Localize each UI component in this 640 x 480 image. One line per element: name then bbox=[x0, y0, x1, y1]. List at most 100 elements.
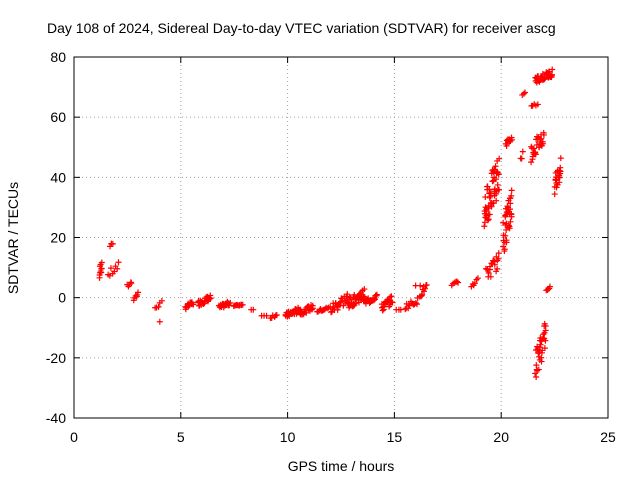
data-point bbox=[492, 176, 499, 183]
data-point bbox=[539, 138, 546, 145]
data-point bbox=[520, 90, 527, 97]
data-point bbox=[495, 171, 502, 178]
data-point bbox=[413, 301, 420, 308]
data-point bbox=[542, 327, 549, 334]
data-point bbox=[506, 206, 513, 213]
data-point bbox=[273, 312, 280, 319]
data-point bbox=[508, 136, 515, 143]
data-point bbox=[185, 302, 192, 309]
data-point bbox=[190, 301, 197, 308]
data-point bbox=[487, 190, 494, 197]
data-point bbox=[419, 291, 426, 298]
data-point bbox=[98, 265, 105, 272]
y-tick-label: 40 bbox=[50, 169, 66, 185]
data-point bbox=[362, 300, 369, 307]
data-point bbox=[481, 223, 488, 230]
x-tick-label: 25 bbox=[600, 429, 616, 445]
data-point bbox=[501, 246, 508, 253]
data-point bbox=[471, 280, 478, 287]
data-point bbox=[519, 148, 526, 155]
data-point bbox=[389, 299, 396, 306]
data-point bbox=[309, 305, 316, 312]
data-point bbox=[485, 270, 492, 277]
data-point bbox=[507, 200, 514, 207]
data-point bbox=[207, 295, 214, 302]
data-point bbox=[486, 263, 493, 270]
data-point bbox=[402, 306, 409, 313]
points-layer bbox=[96, 66, 564, 381]
data-point bbox=[250, 306, 257, 313]
data-point bbox=[107, 265, 114, 272]
data-point bbox=[494, 265, 501, 272]
data-point bbox=[530, 145, 537, 152]
data-point bbox=[496, 186, 503, 193]
y-tick-label: -40 bbox=[46, 410, 66, 426]
data-point bbox=[482, 194, 489, 201]
data-point bbox=[507, 218, 514, 225]
data-point bbox=[412, 299, 419, 306]
data-point bbox=[503, 237, 510, 244]
data-point bbox=[491, 261, 498, 268]
data-point bbox=[135, 289, 142, 296]
data-point bbox=[371, 296, 378, 303]
data-point bbox=[508, 210, 515, 217]
data-point bbox=[506, 225, 513, 232]
data-point bbox=[200, 301, 207, 308]
data-point bbox=[508, 192, 515, 199]
x-tick-label: 15 bbox=[387, 429, 403, 445]
y-tick-label: 20 bbox=[50, 230, 66, 246]
data-point bbox=[473, 276, 480, 283]
data-point bbox=[489, 178, 496, 185]
data-point bbox=[239, 301, 246, 308]
data-point bbox=[344, 291, 351, 298]
data-point bbox=[361, 286, 368, 293]
data-point bbox=[423, 281, 430, 288]
data-point bbox=[417, 282, 424, 289]
data-point bbox=[455, 279, 462, 286]
data-point bbox=[492, 163, 499, 170]
data-point bbox=[528, 159, 535, 166]
data-point bbox=[453, 278, 460, 285]
data-point bbox=[109, 240, 116, 247]
data-point bbox=[534, 101, 541, 108]
data-point bbox=[549, 71, 556, 78]
y-tick-label: 0 bbox=[58, 290, 66, 306]
data-point bbox=[522, 89, 529, 96]
y-tick-label: 60 bbox=[50, 109, 66, 125]
data-point bbox=[495, 255, 502, 262]
data-point bbox=[422, 285, 429, 292]
data-point bbox=[538, 358, 545, 365]
data-point bbox=[535, 366, 542, 373]
data-point bbox=[487, 189, 494, 196]
x-tick-label: 20 bbox=[493, 429, 509, 445]
data-point bbox=[503, 142, 510, 149]
data-point bbox=[263, 312, 270, 319]
data-point bbox=[474, 275, 481, 282]
data-point bbox=[308, 306, 315, 313]
data-point bbox=[546, 283, 553, 290]
data-point bbox=[542, 337, 549, 344]
data-point bbox=[227, 299, 234, 306]
data-point bbox=[533, 374, 540, 381]
data-point bbox=[380, 306, 387, 313]
data-point bbox=[111, 268, 118, 275]
data-point bbox=[551, 191, 558, 198]
data-point bbox=[487, 273, 494, 280]
data-point bbox=[549, 66, 556, 73]
data-point bbox=[268, 315, 275, 322]
data-point bbox=[486, 211, 493, 218]
x-tick-label: 10 bbox=[280, 429, 296, 445]
y-axis-label: SDTVAR / TECUs bbox=[5, 182, 21, 294]
data-point bbox=[541, 345, 548, 352]
data-point bbox=[98, 259, 105, 266]
data-point bbox=[388, 293, 395, 300]
data-point bbox=[494, 181, 501, 188]
data-point bbox=[128, 280, 135, 287]
grid-layer bbox=[74, 57, 608, 418]
data-point bbox=[485, 216, 492, 223]
data-point bbox=[379, 307, 386, 314]
data-point bbox=[373, 291, 380, 298]
data-point bbox=[538, 135, 545, 142]
